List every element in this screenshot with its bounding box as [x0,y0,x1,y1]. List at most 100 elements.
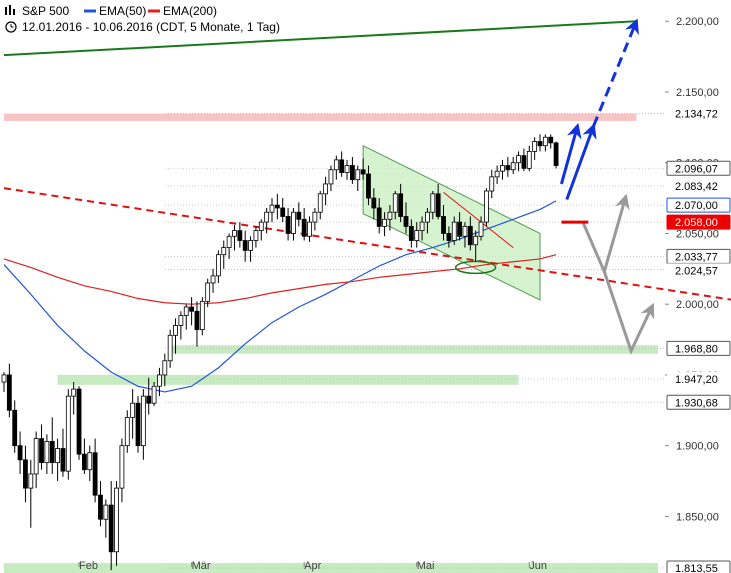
price-badge-label: 1.947,20 [675,374,718,386]
candle-body [6,374,12,411]
candle-body [167,334,173,362]
candle [87,445,93,482]
candle [280,198,286,223]
candle-body [371,197,377,209]
candle [349,157,355,184]
candle-body [419,221,425,232]
candle-body [328,169,334,185]
price-badge-label: 2.070,00 [675,200,718,212]
candle [430,191,436,220]
candle [478,216,484,241]
candle [489,169,495,199]
price-badge: 1.813,55 [666,560,731,573]
candle [532,137,538,160]
candle [23,445,28,503]
candle [414,222,420,248]
candle [33,431,39,489]
candle-body [505,165,511,171]
candle-body [483,190,489,223]
price-badge-label: 2.024,57 [675,265,718,277]
candle [103,499,109,538]
candle-body [344,165,350,174]
candle [521,148,527,172]
candle-body [205,282,211,302]
candle [392,191,398,220]
candle [296,202,302,227]
candle [124,410,130,453]
candle-body [248,240,253,251]
candle [382,212,387,237]
price-badge-label: 1.968,80 [675,343,718,355]
candle-body [457,221,463,237]
candle [6,363,12,418]
candle-body [510,162,516,171]
candle-body [162,360,168,376]
candle-body [194,310,200,331]
candle [274,193,280,220]
price-badge: 2.070,00 [666,197,731,213]
candle [419,216,425,241]
candle [317,191,323,220]
candle [237,222,243,248]
candle [92,438,98,503]
blue-dashed-projection-arrow [592,18,639,127]
price-badge: 1.968,80 [666,340,731,356]
candle-body [473,235,479,246]
candle-body [392,193,398,213]
price-badge-box [666,197,731,213]
candle [467,216,473,251]
candle-body [478,221,484,237]
candle-body [387,211,393,220]
candle-body [28,473,34,489]
candle-body [44,441,50,464]
candle-body [467,225,473,246]
price-badge: 2.033,77 [666,248,731,264]
candle [355,165,361,191]
candle-body [366,173,371,199]
candle [248,236,253,262]
candle-body [435,193,441,217]
y-tick-label: 2.200,00 [676,16,719,28]
candle-body [199,300,205,331]
candle [194,301,200,347]
candle-body [12,409,18,447]
candle-body [23,459,28,489]
candle-body [33,438,39,475]
candle [366,165,371,206]
candle [130,389,136,439]
candle [178,311,184,340]
candle-body [151,385,157,404]
candle-body [114,487,119,553]
candle-body [516,155,521,164]
price-badge-box [666,560,731,573]
gray-1-projection-arrow [581,193,630,277]
candle [146,377,152,415]
candle-body [253,230,259,241]
candle-body [339,159,345,174]
candle-body [87,452,93,471]
candle-body [285,216,291,234]
candle [376,198,382,234]
candle [108,481,114,571]
x-month-label: Mär [192,560,211,572]
candle [494,165,500,184]
period-label: 12.01.2016 - 10.06.2016 (CDT, 5 Monate, … [22,20,280,34]
y-tick-label: 2.150,00 [676,87,719,99]
candle [183,304,189,330]
y-tick-label: 1.900,00 [676,441,719,453]
candles-layer [1,134,559,571]
candle-body [441,216,446,234]
candle [17,431,23,474]
candle [387,205,393,231]
price-badge: 2.134,72 [667,106,730,121]
candle [205,278,211,308]
candle [360,158,366,180]
ema50-legend-label: EMA(50) [99,4,146,18]
projection-layer [559,18,655,355]
candle-body [430,193,436,213]
candle-body [178,315,184,326]
candle [483,188,489,227]
candle [285,207,291,241]
candle-body [157,374,162,387]
